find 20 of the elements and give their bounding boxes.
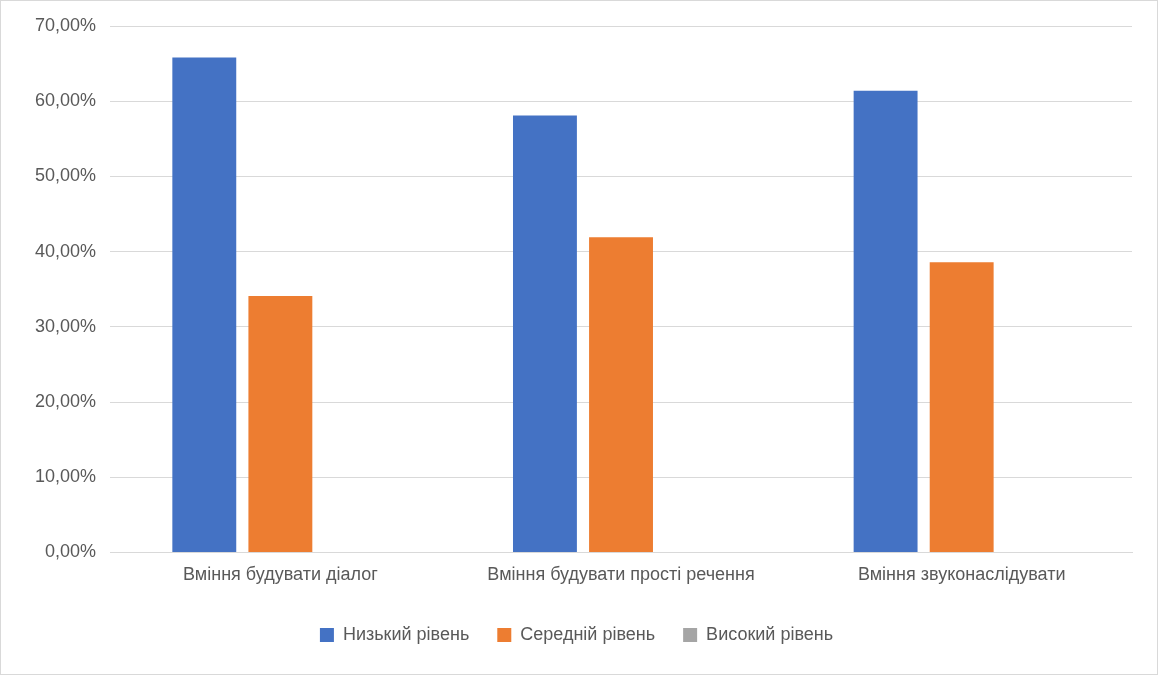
bar bbox=[512, 115, 577, 552]
x-tick-label: Вміння звуконаслідувати bbox=[857, 564, 1066, 585]
y-tick-label: 10,00% bbox=[34, 466, 97, 487]
y-tick-label: 40,00% bbox=[34, 240, 97, 261]
y-tick-label: 30,00% bbox=[34, 315, 97, 336]
bar bbox=[248, 295, 313, 552]
y-tick-label: 20,00% bbox=[34, 390, 97, 411]
bar bbox=[929, 262, 994, 552]
y-tick-label: 60,00% bbox=[34, 90, 97, 111]
y-tick-label: 0,00% bbox=[45, 541, 97, 562]
bar bbox=[853, 90, 918, 552]
x-tick-label: Вміння будувати діалог bbox=[183, 564, 379, 585]
x-tick-label: Вміння будувати прості речення bbox=[487, 564, 755, 585]
y-tick-label: 50,00% bbox=[34, 165, 97, 186]
legend-label: Високий рівень bbox=[706, 623, 834, 644]
legend-label: Низький рівень bbox=[342, 623, 470, 644]
legend-label: Середній рівень bbox=[520, 623, 656, 644]
bar bbox=[172, 57, 237, 552]
y-tick-label: 70,00% bbox=[34, 14, 97, 35]
bar bbox=[589, 237, 653, 552]
